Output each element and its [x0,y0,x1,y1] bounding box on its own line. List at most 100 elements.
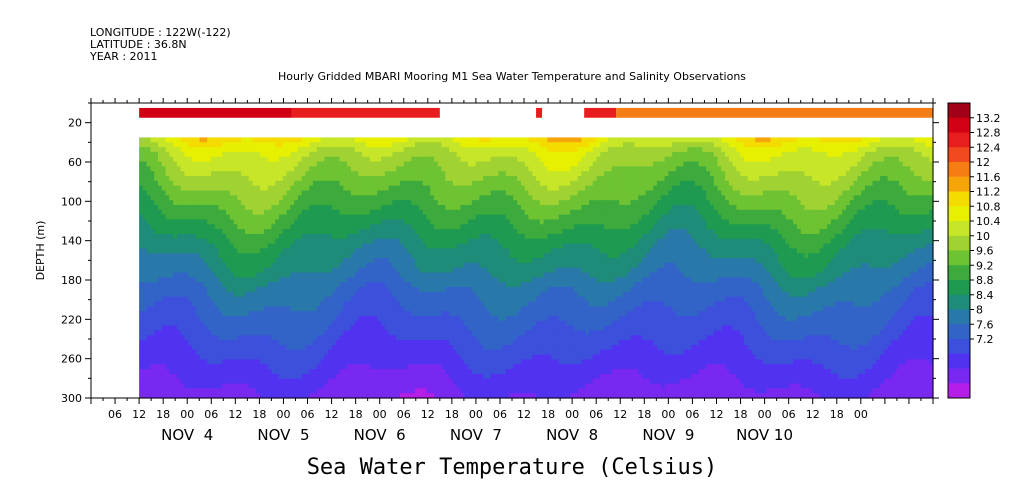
heatmap-cell [483,320,488,327]
heatmap-cell [328,301,333,307]
heatmap-cell [252,176,257,182]
heatmap-cell [188,180,193,187]
heatmap-cell [449,195,454,201]
heatmap-cell [426,248,431,254]
heatmap-cell [373,272,378,278]
heatmap-cell [392,320,397,327]
heatmap-cell [263,166,269,172]
heatmap-cell [218,359,223,365]
heatmap-cell [475,171,480,177]
heatmap-cell [433,378,439,385]
heatmap-cell [294,315,299,322]
heatmap-cell [350,224,356,230]
heatmap-cell [229,378,235,385]
heatmap-cell [229,258,235,264]
heatmap-cell [426,209,431,216]
heatmap-cell [176,156,182,163]
heatmap-cell [188,209,193,216]
heatmap-cell [316,185,322,192]
heatmap-cell [335,156,341,163]
heatmap-cell [282,204,288,211]
heatmap-cell [154,282,159,288]
heatmap-cell [411,383,416,389]
heatmap-cell [392,190,397,196]
heatmap-cell [278,204,284,211]
heatmap-cell [377,315,382,322]
heatmap-cell [165,315,170,322]
heatmap-cell [331,272,337,278]
heatmap-cell [365,267,371,274]
heatmap-cell [433,209,439,216]
heatmap-cell [271,320,276,327]
heatmap-cell [339,166,344,172]
heatmap-cell [433,344,439,351]
heatmap-cell [207,267,212,274]
heatmap-cell [479,190,484,196]
heatmap-cell [328,214,333,221]
heatmap-cell [350,349,356,356]
heatmap-cell [320,335,325,341]
heatmap-cell [320,277,325,283]
heatmap-cell [449,344,454,351]
heatmap-cell [316,306,322,312]
heatmap-cell [403,359,409,365]
heatmap-cell [176,253,182,259]
heatmap-cell [154,267,159,274]
heatmap-cell [350,383,356,389]
heatmap-cell [468,151,473,158]
heatmap-cell [142,262,148,269]
heatmap-cell [226,320,231,327]
heatmap-cell [433,214,439,221]
heatmap-cell [199,388,204,394]
heatmap-cell [297,137,303,143]
heatmap-cell [229,369,235,375]
heatmap-cell [479,354,484,360]
heatmap-cell [418,291,424,298]
heatmap-cell [441,383,446,389]
heatmap-cell [373,147,378,153]
heatmap-cell [139,200,144,206]
heatmap-cell [445,229,450,235]
heatmap-cell [305,176,310,182]
heatmap-cell [392,301,397,307]
heatmap-cell [373,214,378,221]
heatmap-cell [377,190,382,196]
heatmap-cell [388,287,393,293]
heatmap-cell [422,311,428,317]
heatmap-cell [214,325,220,332]
heatmap-cell [362,233,367,240]
heatmap-cell [369,315,375,322]
heatmap-cell [418,195,424,201]
heatmap-cell [381,248,386,254]
heatmap-cell [313,176,318,182]
heatmap-cell [176,209,182,216]
heatmap-cell [324,224,329,230]
heatmap-cell [350,190,356,196]
heatmap-cell [252,166,257,172]
heatmap-cell [456,258,462,264]
heatmap-cell [199,277,204,283]
heatmap-cell [415,388,420,394]
heatmap-cell [426,200,431,206]
heatmap-cell [154,340,159,346]
heatmap-cell [365,142,371,148]
heatmap-cell [180,306,186,312]
heatmap-cell [449,190,454,196]
heatmap-cell [139,349,144,356]
heatmap-cell [441,378,446,385]
heatmap-cell [373,340,378,346]
heatmap-cell [260,287,265,293]
heatmap-cell [252,330,257,336]
heatmap-cell [347,180,352,187]
heatmap-cell [150,388,155,394]
heatmap-cell [210,258,216,264]
heatmap-cell [252,195,257,201]
heatmap-cell [464,344,469,351]
heatmap-cell [441,233,446,240]
heatmap-cell [150,219,155,225]
heatmap-cell [388,306,393,312]
heatmap-cell [449,349,454,356]
heatmap-cell [324,219,329,225]
heatmap-cell [237,330,242,336]
heatmap-cell [392,195,397,201]
